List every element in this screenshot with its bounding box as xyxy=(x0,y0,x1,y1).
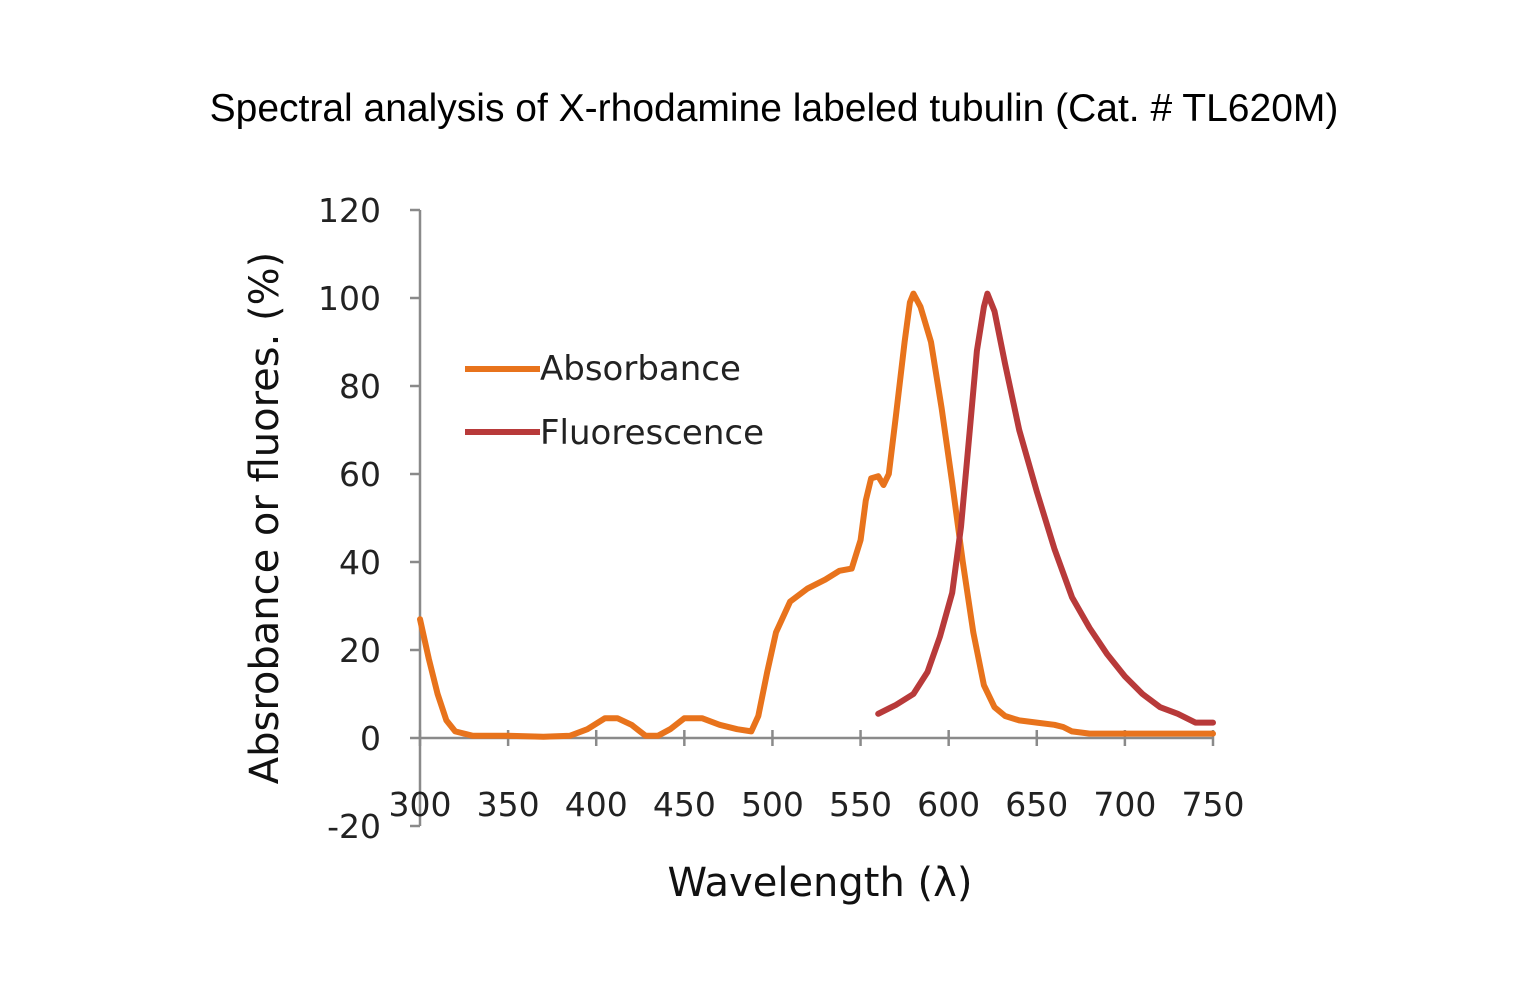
tick-marks xyxy=(410,208,1215,828)
x-tick-label: 400 xyxy=(565,785,628,824)
x-tick-label: 700 xyxy=(1093,785,1156,824)
x-tick-labels: 300 350 400 450 500 550 600 650 700 750 xyxy=(389,785,1245,824)
y-tick-label: 40 xyxy=(339,543,381,582)
x-tick-label: 350 xyxy=(477,785,540,824)
y-tick-labels: -20 0 20 40 60 80 100 120 xyxy=(318,191,381,846)
y-tick-label: -20 xyxy=(327,807,381,846)
series-line-fluorescence xyxy=(875,290,1216,726)
y-tick-label: 20 xyxy=(339,631,381,670)
chart-title: Spectral analysis of X-rhodamine labeled… xyxy=(210,87,1339,130)
x-tick-label: 500 xyxy=(741,785,804,824)
x-axis-label: Wavelength (λ) xyxy=(668,860,973,906)
legend: Absorbance Fluorescence xyxy=(465,349,764,453)
y-tick-label: 0 xyxy=(360,719,381,758)
y-tick-label: 100 xyxy=(318,279,381,318)
y-tick-label: 80 xyxy=(339,367,381,406)
series-line-absorbance xyxy=(417,290,1216,740)
y-tick-label: 120 xyxy=(318,191,381,230)
x-tick-label: 750 xyxy=(1182,785,1245,824)
x-tick-label: 600 xyxy=(917,785,980,824)
x-tick-label: 650 xyxy=(1005,785,1068,824)
y-tick-label: 60 xyxy=(339,455,381,494)
legend-label-fluorescence: Fluorescence xyxy=(540,413,764,453)
x-tick-label: 450 xyxy=(653,785,716,824)
legend-label-absorbance: Absorbance xyxy=(540,349,741,389)
x-tick-label: 550 xyxy=(829,785,892,824)
x-tick-label: 300 xyxy=(389,785,452,824)
series-lines xyxy=(417,290,1216,740)
y-axis-label: Absrobance or fluores. (%) xyxy=(242,252,288,785)
